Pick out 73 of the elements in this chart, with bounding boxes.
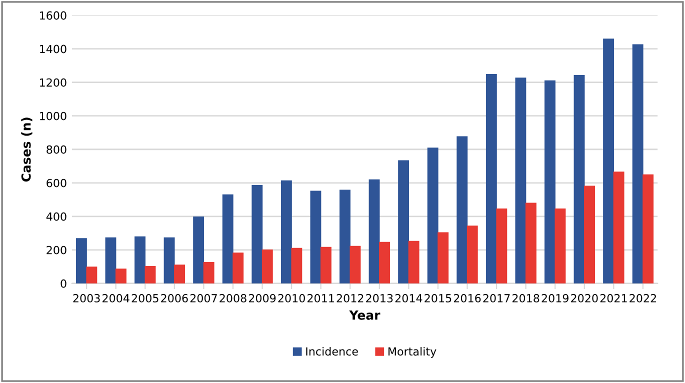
bar [86, 266, 98, 284]
bar [76, 238, 87, 284]
bar [379, 242, 390, 284]
x-tick-label: 2005 [132, 294, 158, 302]
bar [456, 136, 468, 284]
bar [544, 80, 556, 284]
legend-label: Incidence [306, 347, 358, 356]
bar [584, 186, 595, 284]
y-tick-label: 800 [46, 145, 66, 154]
bar [174, 264, 186, 284]
bar [613, 172, 624, 284]
bar [144, 266, 156, 284]
bar [193, 216, 204, 284]
bar [105, 237, 116, 284]
bar [116, 268, 126, 284]
bar [252, 185, 263, 284]
bar [496, 208, 508, 284]
bar [398, 160, 410, 284]
bar [203, 262, 214, 284]
bar [320, 246, 332, 284]
y-tick-label: 1400 [40, 44, 66, 54]
bar [340, 190, 350, 284]
bar [164, 237, 175, 284]
bar [310, 190, 322, 284]
y-tick-label: 1200 [40, 78, 66, 87]
x-tick-label: 2004 [102, 294, 130, 302]
x-tick-label: 2009 [248, 294, 276, 302]
y-tick-label: 0 [60, 279, 66, 288]
x-tick-label: 2016 [454, 294, 481, 302]
y-tick-label: 400 [46, 212, 66, 221]
bar [574, 74, 585, 284]
x-tick-label: 2007 [190, 294, 217, 302]
x-tick-label: 2006 [161, 294, 188, 302]
x-tick-label: 2015 [424, 294, 452, 302]
bar [232, 252, 244, 284]
bar [408, 240, 420, 284]
x-tick-label: 2022 [630, 294, 656, 302]
x-tick-label: 2017 [483, 294, 510, 302]
bar [632, 44, 644, 284]
bar [280, 180, 292, 284]
bar [642, 174, 654, 284]
bar [262, 250, 273, 284]
x-tick-label: 2012 [336, 294, 364, 302]
bar [427, 148, 438, 284]
bar [350, 246, 361, 284]
bar [222, 194, 234, 284]
x-axis-title: Year [349, 310, 380, 320]
y-tick-label: 600 [46, 178, 66, 188]
bar [603, 38, 614, 284]
y-tick-label: 1600 [40, 11, 66, 20]
bar [291, 248, 302, 284]
y-tick-label: 200 [46, 246, 66, 254]
bar [515, 78, 526, 284]
x-tick-label: 2008 [220, 294, 246, 302]
bar [525, 202, 536, 284]
y-axis-title: Cases (n) [21, 118, 32, 182]
x-tick-label: 2021 [600, 294, 627, 302]
y-tick-label: 1000 [40, 112, 66, 120]
x-tick-label: 2019 [542, 294, 568, 302]
x-tick-label: 2014 [395, 294, 422, 302]
bar [554, 208, 566, 284]
x-tick-label: 2020 [571, 294, 598, 302]
x-tick-label: 2003 [73, 294, 100, 302]
bar [438, 232, 449, 284]
bar [466, 226, 478, 284]
x-tick-label: 2018 [512, 294, 540, 302]
x-tick-label: 2010 [278, 294, 305, 302]
bar [368, 179, 380, 284]
bar [134, 236, 146, 284]
x-tick-label: 2011 [308, 294, 334, 302]
x-tick-label: 2013 [366, 294, 393, 302]
legend-label: Mortality [388, 347, 436, 358]
bar [486, 74, 497, 284]
